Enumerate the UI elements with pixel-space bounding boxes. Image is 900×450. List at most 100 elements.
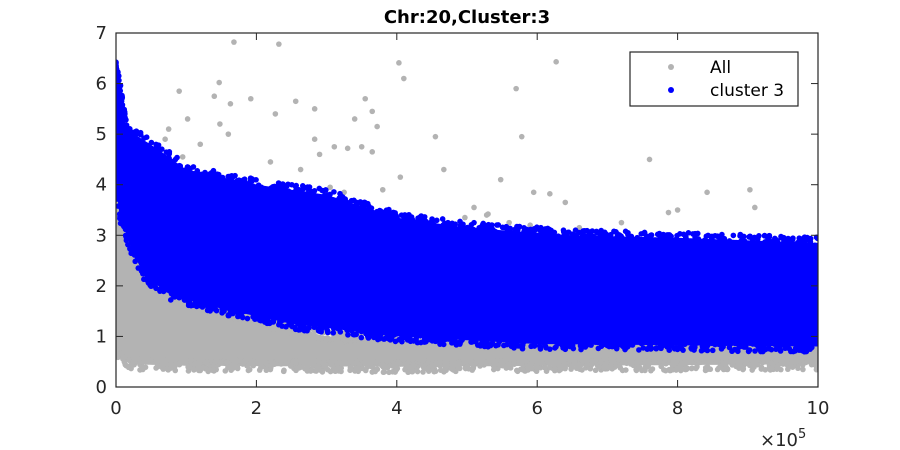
data-point [633,366,639,373]
data-point [579,367,585,373]
data-point [737,358,744,365]
data-point [796,342,803,349]
data-point [551,367,558,374]
x-tick-label: 2 [251,398,262,419]
data-point [610,337,616,343]
data-point [165,154,172,161]
outlier-point [165,126,172,132]
data-point [228,367,234,373]
data-point [614,237,621,243]
data-point [780,234,787,241]
data-point [225,312,232,319]
data-point [153,141,159,148]
data-point [726,238,733,244]
data-point [338,368,344,375]
data-point [491,358,498,364]
data-point [283,183,290,189]
data-point [460,223,466,230]
chart-title: Chr:20,Cluster:3 [384,7,550,28]
data-point [507,225,514,232]
data-point [205,176,212,183]
data-point [354,360,361,367]
data-point [516,223,522,230]
data-point [737,343,743,350]
data-point [267,188,273,195]
data-point [271,312,278,319]
data-point [340,195,346,202]
data-point [469,339,475,345]
outlier-point [362,95,369,102]
data-point [457,229,464,235]
data-point [316,366,323,373]
data-point [503,229,510,236]
data-point [460,334,466,341]
data-point [345,323,352,329]
data-point [585,341,591,348]
data-point [366,325,372,331]
data-point [307,368,314,374]
data-point [136,356,143,363]
data-point [448,365,455,372]
data-point [406,364,413,371]
data-point [347,364,354,371]
outlier-point [401,75,407,82]
data-point [539,360,545,366]
data-point [352,368,358,374]
data-point [521,234,528,241]
data-point [693,356,700,363]
legend-label-all: All [710,58,731,78]
data-point [605,235,611,242]
data-point [429,216,435,222]
data-point [694,230,701,237]
outlier-point [267,159,274,165]
data-point [125,131,132,138]
data-point [553,337,560,344]
data-point [116,346,120,353]
data-point [406,219,413,226]
data-point [441,331,447,337]
data-point [208,169,215,176]
data-point [411,363,417,369]
data-point [481,228,487,235]
data-point [634,336,640,343]
data-point [679,366,685,373]
data-point [640,230,647,237]
data-point [567,357,573,364]
data-point [119,350,125,357]
outlier-point [225,131,232,137]
data-point [207,308,213,314]
data-point [727,358,734,364]
outlier-point [369,149,376,155]
axes-box [115,32,819,388]
data-point [190,164,197,170]
data-point [704,343,710,349]
data-point [713,340,720,347]
data-point [176,294,182,301]
data-point [395,358,402,365]
data-point [484,340,491,346]
data-point [751,340,757,346]
data-point [353,199,360,206]
data-point [444,362,450,369]
data-point [449,223,456,230]
data-point [356,327,362,333]
data-point [122,114,128,120]
data-point [547,346,553,352]
data-point [232,172,238,179]
data-point [636,347,642,353]
data-point [456,359,462,365]
data-point [795,356,802,363]
data-point [409,368,416,375]
data-point [116,187,120,193]
data-point [123,125,130,132]
data-point [145,280,152,286]
data-point [519,366,526,373]
data-point [704,366,711,372]
data-point [495,222,502,228]
outlier-point [462,214,468,221]
data-point [471,362,477,368]
data-point [324,327,331,334]
data-point [322,320,328,327]
data-point [541,364,548,371]
data-point [515,234,522,240]
